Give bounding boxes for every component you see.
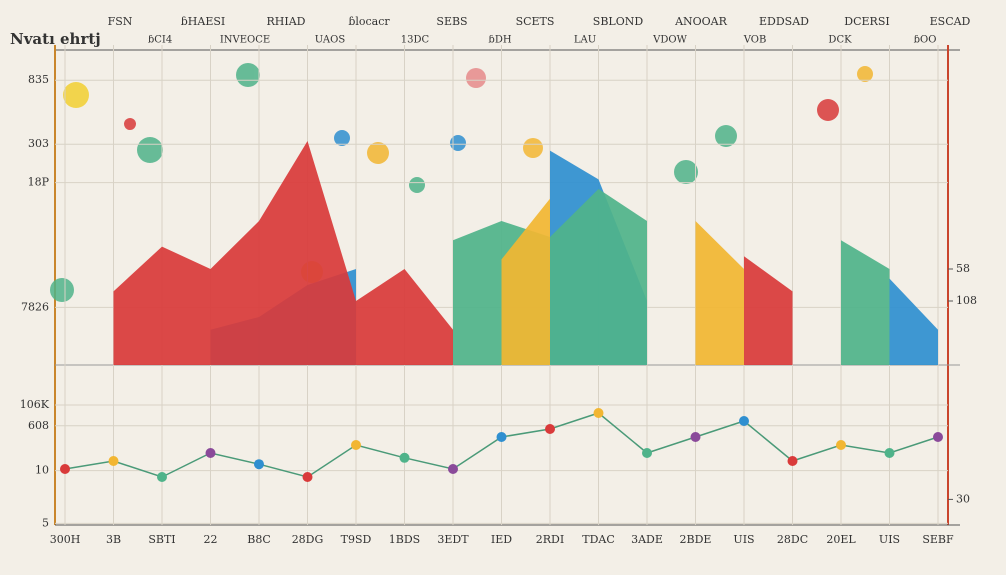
x-tick-label: 28DC — [777, 533, 808, 546]
y-tick-label: 10 — [35, 464, 49, 477]
header-label: FSN — [108, 15, 133, 28]
x-tick-label: 1BDS — [389, 533, 420, 546]
balloon — [466, 68, 486, 88]
header-sublabel: INVEOCE — [220, 35, 270, 46]
balloon — [409, 177, 425, 193]
x-tick-label: UIS — [733, 533, 754, 546]
header-label: RHIAD — [267, 15, 306, 28]
balloon — [334, 130, 350, 146]
decorations — [50, 63, 873, 302]
point — [302, 472, 313, 482]
x-tick-label: 2BDE — [680, 533, 712, 546]
header-label: ɓlocacr — [348, 15, 390, 28]
x-tick-label: IED — [491, 533, 512, 546]
x-tick-label: 300H — [50, 533, 81, 546]
balloon — [523, 138, 543, 158]
y2-tick-label: 108 — [956, 294, 977, 307]
header-sublabel: DCK — [828, 35, 852, 46]
point — [108, 456, 119, 466]
x-tick-label: 20EL — [826, 533, 856, 546]
balloon — [857, 66, 873, 82]
area — [113, 141, 793, 365]
x-tick-label: 3B — [106, 533, 121, 546]
point — [593, 408, 604, 418]
point — [739, 416, 749, 426]
y2-tick-label: 58 — [956, 262, 970, 275]
x-tick-label: 28DG — [292, 533, 324, 546]
y-tick-label: 7826 — [21, 300, 49, 313]
header-sublabel: UAOS — [315, 35, 346, 46]
y-tick-label: 106K — [20, 398, 50, 411]
header-label: ESCAD — [930, 15, 971, 28]
x-tick-label: T9SD — [341, 533, 372, 546]
x-tick-label: 3ADE — [631, 533, 663, 546]
y-tick-label: 18P — [28, 176, 50, 189]
header-label: SCETS — [516, 15, 555, 28]
point — [496, 432, 507, 442]
header-sublabel: ɓOO — [914, 35, 937, 46]
balloon — [367, 142, 389, 164]
header-sublabel: ɓDH — [488, 35, 511, 46]
x-tick-label: SBTI — [148, 533, 175, 546]
header-label: DCERSI — [844, 15, 889, 28]
header-label: ɓHAESI — [181, 15, 226, 28]
header-label: SEBS — [436, 15, 467, 28]
point — [787, 456, 798, 466]
balloon — [450, 135, 466, 151]
x-tick-label: B8C — [247, 533, 271, 546]
point — [545, 424, 555, 434]
balloon — [124, 118, 136, 130]
balloon — [715, 125, 737, 147]
header-sublabel: VDOW — [652, 35, 687, 46]
point — [690, 432, 701, 442]
y-tick-label: 303 — [28, 137, 49, 150]
header-label: SBLOND — [593, 15, 644, 28]
point — [157, 472, 167, 482]
point — [884, 448, 895, 458]
header-sublabel: 13DC — [401, 35, 430, 46]
point — [642, 448, 652, 458]
point — [448, 464, 458, 474]
x-tick-label: 2RDI — [536, 533, 564, 546]
point — [254, 459, 264, 470]
header-sublabel: LAU — [574, 35, 596, 46]
chart-title: Nvatı ehrtj — [10, 30, 101, 48]
header-sublabel: VOB — [743, 35, 767, 46]
header-sublabel: ɓCI4 — [148, 35, 172, 46]
point — [351, 440, 361, 450]
balloon — [137, 137, 163, 163]
x-tick-label: 22 — [204, 533, 218, 546]
area — [453, 189, 890, 365]
balloon — [50, 278, 74, 302]
point — [836, 440, 846, 450]
balloon — [63, 82, 89, 108]
point — [205, 448, 216, 458]
x-tick-label: UIS — [879, 533, 900, 546]
y2-tick-label: 30 — [956, 492, 970, 505]
y-tick-label: 835 — [28, 73, 49, 86]
balloon — [817, 99, 839, 121]
header-label: ANOOAR — [674, 15, 728, 28]
x-tick-label: 3EDT — [437, 533, 469, 546]
point — [399, 452, 410, 463]
header-label: EDDSAD — [759, 15, 809, 28]
y-tick-label: 608 — [28, 419, 49, 432]
x-tick-label: SEBF — [922, 533, 954, 546]
area — [501, 198, 744, 365]
y-tick-label: 5 — [42, 516, 49, 529]
point — [933, 432, 943, 442]
balloon — [674, 160, 698, 184]
x-tick-label: TDAC — [582, 533, 615, 546]
balloon — [236, 63, 260, 87]
point — [60, 464, 70, 474]
